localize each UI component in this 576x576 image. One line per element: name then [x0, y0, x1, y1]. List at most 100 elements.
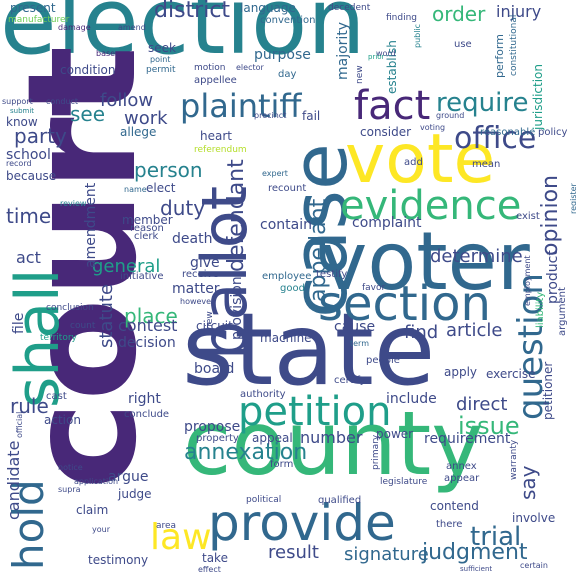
word-view: view: [205, 311, 215, 332]
word-cast: cast: [46, 391, 67, 402]
word-name: name: [124, 185, 147, 194]
word-section: section: [318, 276, 491, 332]
word-appear: appear: [444, 473, 480, 484]
word-jurisdiction: jurisdiction: [531, 64, 545, 130]
word-injury: injury: [496, 2, 542, 21]
word-petitioner: petitioner: [541, 361, 555, 420]
word-ground: ground: [436, 111, 465, 120]
word-person: person: [134, 158, 203, 182]
word-supra: supra: [58, 485, 81, 494]
word-public: public: [413, 23, 422, 48]
word-board: board: [194, 361, 235, 377]
word-requirement: requirement: [424, 431, 511, 447]
word-heart: heart: [200, 129, 232, 143]
word-register: register: [569, 183, 576, 214]
word-member: member: [122, 213, 173, 227]
word-statute: statute: [96, 283, 117, 348]
word-employee: employee: [262, 271, 312, 282]
word-signature: signature: [344, 544, 429, 565]
word-legislature: legislature: [380, 477, 428, 487]
word-majority: majority: [335, 21, 351, 80]
word-convention: convention: [260, 15, 316, 26]
word-form: form: [270, 459, 294, 470]
word-machine: machine: [260, 331, 312, 345]
word-appellee: appellee: [194, 75, 237, 86]
word-circuit: circuit: [196, 319, 233, 333]
word-number: number: [300, 428, 363, 447]
word-argue: argue: [108, 469, 149, 485]
word-review: review: [60, 199, 87, 208]
word-follow: follow: [100, 90, 154, 111]
word-present: present: [10, 1, 56, 15]
word-article: article: [446, 320, 503, 341]
word-evidence: evidence: [340, 183, 522, 229]
word-permit: permit: [146, 65, 176, 75]
word-appellant: appellant: [306, 198, 331, 302]
word-time: time: [6, 204, 52, 228]
word-right: right: [128, 391, 161, 407]
word-opinion: opinion: [538, 175, 563, 256]
word-decedent: decedent: [328, 3, 371, 13]
word-direct: direct: [456, 394, 508, 415]
word-term: term: [350, 339, 369, 348]
word-perform: perform: [493, 34, 506, 78]
word-mean: mean: [472, 159, 501, 170]
word-contain: contain: [260, 217, 312, 233]
word-matter: matter: [172, 281, 220, 297]
word-school: school: [6, 147, 51, 163]
word-office: office: [454, 121, 537, 156]
word-people: people: [366, 355, 400, 366]
word-death: death: [172, 231, 213, 247]
word-appeal: appeal: [252, 431, 293, 445]
word-election: election: [0, 0, 366, 75]
word-prior: prior: [368, 53, 385, 61]
word-file: file: [11, 312, 27, 334]
word-power: power: [376, 427, 414, 441]
word-cause: cause: [334, 319, 376, 335]
word-property: property: [196, 433, 239, 444]
word-contend: contend: [430, 499, 479, 513]
word-base: base: [96, 49, 116, 58]
word-testimony: testimony: [88, 553, 149, 567]
word-issue: issue: [458, 412, 520, 440]
word-take: take: [202, 551, 228, 565]
word-amend: amend: [118, 23, 146, 32]
word-political: political: [246, 495, 282, 505]
word-candidate: candidate: [4, 440, 23, 520]
word-finding: finding: [386, 13, 418, 23]
word-find: find: [404, 322, 439, 343]
word-expert: expert: [262, 169, 288, 178]
word-annex: annex: [446, 461, 477, 472]
word-consider: consider: [360, 125, 412, 139]
word-condition: condition: [60, 63, 116, 77]
word-contest: contest: [118, 316, 178, 335]
word-official: official: [15, 411, 24, 438]
word-there: there: [436, 519, 463, 530]
word-fail: fail: [302, 109, 321, 123]
word-say: say: [516, 465, 540, 500]
word-determine: determine: [430, 246, 523, 267]
word-provide: provide: [208, 494, 396, 552]
word-however: however: [180, 297, 215, 306]
word-certain: certain: [520, 561, 548, 570]
word-county: county: [183, 392, 484, 495]
word-voting: voting: [420, 123, 446, 132]
word-motion: motion: [194, 63, 226, 73]
word-involve: involve: [512, 511, 556, 525]
word-order: order: [432, 2, 486, 26]
word-primary: primary: [371, 434, 381, 470]
word-because: because: [6, 169, 57, 183]
word-sufficient: sufficient: [460, 565, 493, 573]
word-territory: territory: [40, 333, 77, 343]
word-duty: duty: [160, 196, 206, 220]
word-reasonable: reasonable: [480, 127, 536, 138]
word-support: support: [2, 97, 33, 106]
word-include: include: [386, 391, 437, 407]
word-application: application: [74, 477, 119, 486]
word-claim: claim: [76, 503, 109, 517]
word-recount: recount: [268, 183, 307, 194]
word-state: state: [182, 291, 436, 408]
word-place: place: [124, 304, 178, 328]
word-action: action: [44, 413, 81, 427]
word-decision: decision: [118, 335, 176, 351]
